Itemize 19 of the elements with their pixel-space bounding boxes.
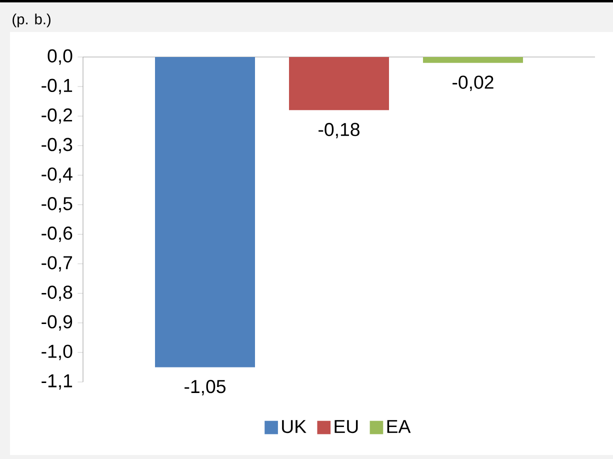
y-tick-label: -0,8 <box>42 286 72 302</box>
y-tick-label: -0,1 <box>42 78 72 94</box>
data-label: -0,02 <box>452 76 494 92</box>
data-label: -1,05 <box>184 380 226 396</box>
y-tick-label: -0,4 <box>42 167 72 183</box>
y-tick-label: -0,2 <box>42 108 72 124</box>
y-tick-label: -0,3 <box>42 138 72 154</box>
legend-label: EU <box>334 420 358 434</box>
legend-label: EA <box>387 420 411 433</box>
y-tick-label: -0,7 <box>42 256 72 272</box>
y-tick-label: -0,9 <box>42 315 72 331</box>
legend-label: UK <box>282 420 306 434</box>
y-tick-label: -0,5 <box>42 196 72 212</box>
y-tick-label: -1,0 <box>42 344 72 360</box>
y-tick-label: 0,0 <box>48 49 72 65</box>
y-tick-label: -0,6 <box>42 226 72 242</box>
y-tick-label: -1,1 <box>42 374 72 390</box>
data-label: -0,18 <box>318 122 360 138</box>
y-axis-title: (p. b.) <box>12 14 50 28</box>
